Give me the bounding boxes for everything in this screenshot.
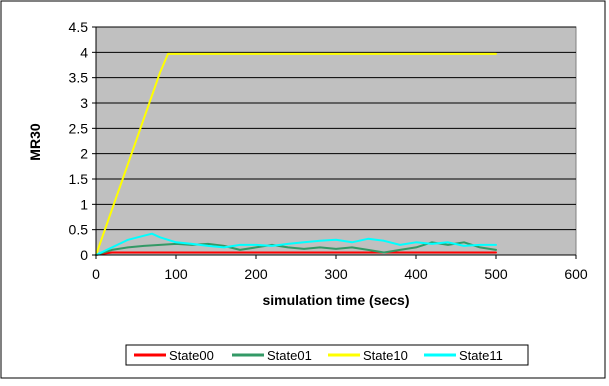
y-tick-label-5: 2.5 xyxy=(69,120,89,136)
y-axis-title: MR30 xyxy=(27,123,43,161)
plot-area xyxy=(95,26,577,256)
x-tick-label-5: 500 xyxy=(484,266,508,282)
x-tick-label-0: 0 xyxy=(92,266,100,282)
x-tick-label-2: 200 xyxy=(244,266,268,282)
y-tick-label-1: 0.5 xyxy=(69,222,89,238)
legend-box xyxy=(125,344,529,366)
y-tick-label-6: 3 xyxy=(80,95,88,111)
x-tick-label-1: 100 xyxy=(164,266,188,282)
axes: 0 0.5 1 1.5 2 2.5 3 3.5 4 4.5 0 100 200 300 400 500 600 xyxy=(69,19,588,282)
series-group xyxy=(95,52,497,256)
y-tick-label-7: 3.5 xyxy=(69,70,89,86)
y-tick-label-4: 2 xyxy=(80,146,88,162)
x-axis-title: simulation time (secs) xyxy=(262,292,409,308)
x-tick-label-4: 400 xyxy=(404,266,428,282)
x-tick-label-3: 300 xyxy=(324,266,348,282)
x-tick-label-6: 600 xyxy=(564,266,588,282)
y-tick-label-0: 0 xyxy=(80,247,88,263)
series-line-state00 xyxy=(95,251,497,256)
legend-label-state00: State00 xyxy=(169,348,214,363)
series-line-state10 xyxy=(95,52,497,256)
y-tick-label-2: 1 xyxy=(80,196,88,212)
y-tick-label-3: 1.5 xyxy=(69,171,89,187)
series-line-state11 xyxy=(95,232,497,256)
y-tick-label-9: 4.5 xyxy=(69,19,89,35)
legend-label-state10: State10 xyxy=(363,348,408,363)
gridlines xyxy=(96,26,576,231)
legend-label-state01: State01 xyxy=(267,348,312,363)
legend-label-state11: State11 xyxy=(459,348,503,363)
legend: State00 State01 State10 State11 xyxy=(134,348,503,363)
y-tick-label-8: 4 xyxy=(80,44,88,60)
